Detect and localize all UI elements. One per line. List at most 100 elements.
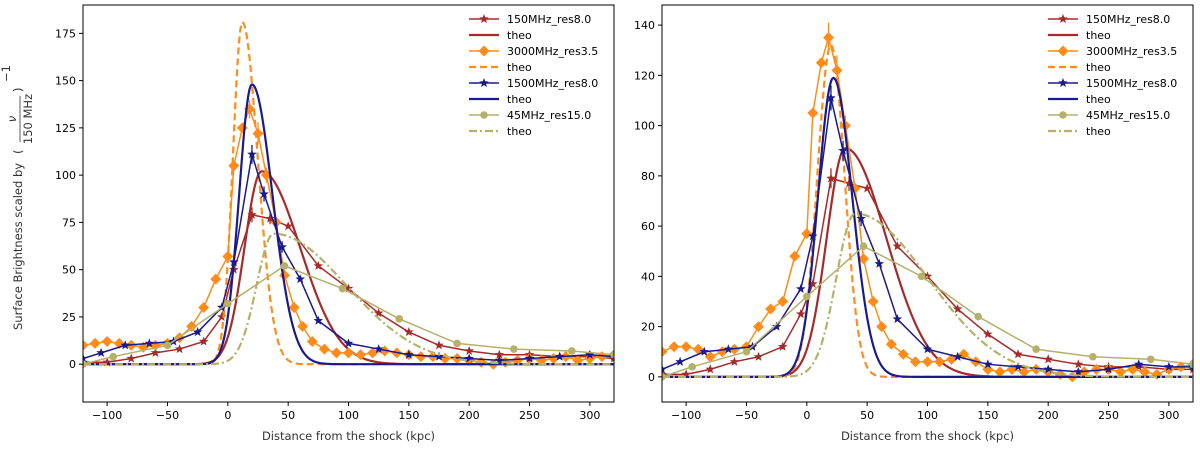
x-tick-label: 200 <box>1038 409 1059 422</box>
data-point <box>338 284 347 293</box>
data-point <box>217 311 227 321</box>
y-axis-label-close-paren: ) <box>11 88 25 93</box>
legend-marker <box>479 14 489 24</box>
data-line <box>662 177 1193 376</box>
data-point <box>1189 360 1193 369</box>
y-tick-label: 0 <box>69 358 76 371</box>
data-point <box>453 339 461 348</box>
data-point <box>83 339 89 351</box>
data-point <box>808 278 818 288</box>
x-tick-label: 150 <box>398 409 419 422</box>
data-point <box>89 337 101 349</box>
data-point <box>897 348 909 360</box>
theo-line <box>662 76 1193 378</box>
data-point <box>494 349 505 359</box>
data-point <box>464 353 474 363</box>
data-point <box>1073 366 1084 376</box>
data-point <box>288 301 300 313</box>
y-tick-label: 75 <box>62 216 76 229</box>
data-point <box>584 353 596 365</box>
data-point <box>803 292 811 301</box>
data-point <box>224 299 232 308</box>
plot-area <box>662 22 1193 383</box>
data-point <box>434 351 444 361</box>
x-tick-label: −100 <box>92 409 122 422</box>
legend-marker <box>478 45 490 57</box>
legend-marker <box>1058 78 1068 88</box>
data-point <box>367 347 379 359</box>
data-point <box>144 338 155 348</box>
theo-line <box>662 147 1193 378</box>
data-point <box>373 308 384 318</box>
data-point <box>892 314 903 324</box>
x-tick-label: 300 <box>579 409 600 422</box>
data-point <box>96 347 106 357</box>
data-point <box>867 295 879 307</box>
data-point <box>688 363 696 371</box>
data-point <box>126 353 137 363</box>
data-point <box>228 160 240 172</box>
legend-label: 1500MHz_res8.0 <box>1086 77 1177 90</box>
data-line <box>83 154 614 362</box>
data-point <box>1115 366 1127 378</box>
data-point <box>922 356 933 368</box>
data-point <box>823 32 835 44</box>
x-tick-label: 100 <box>917 409 938 422</box>
data-point <box>801 228 813 240</box>
data-point <box>692 343 704 355</box>
data-point <box>1090 363 1102 375</box>
data-point <box>186 320 198 332</box>
data-point <box>1073 359 1084 369</box>
data-point <box>983 329 993 339</box>
data-point <box>838 145 848 155</box>
x-tick-label: 50 <box>860 409 874 422</box>
legend-label: 45MHz_res15.0 <box>1086 109 1170 122</box>
legend-label: theo <box>507 29 532 42</box>
data-point <box>675 356 685 366</box>
y-tick-label: 100 <box>634 120 655 133</box>
data-point <box>1043 354 1053 364</box>
data-point <box>826 173 836 183</box>
data-point <box>922 344 933 354</box>
data-point <box>404 349 414 359</box>
y-tick-label: 125 <box>55 122 76 135</box>
data-point <box>934 356 946 368</box>
theo-line <box>83 20 614 366</box>
data-point <box>668 341 680 353</box>
data-point <box>1103 364 1114 374</box>
data-point <box>259 189 269 199</box>
y-axis-label-denominator: 150 MHz <box>21 94 35 144</box>
plot-frame <box>661 4 1194 403</box>
data-point <box>318 343 330 355</box>
y-tick-label: 120 <box>634 69 655 82</box>
legend-marker <box>1057 45 1069 57</box>
data-point <box>1032 345 1040 354</box>
data-point <box>680 341 692 353</box>
data-point <box>585 349 595 359</box>
x-tick-label: −100 <box>671 409 701 422</box>
data-point <box>313 260 324 270</box>
x-tick-label: 0 <box>803 409 810 422</box>
legend-label: 3000MHz_res3.5 <box>1086 45 1177 58</box>
legend-label: theo <box>507 125 532 138</box>
y-axis-label-group: Surface Brightness scaled by ( ν 150 MHz… <box>0 65 35 330</box>
y-tick-label: 50 <box>62 264 76 277</box>
data-point <box>343 283 354 293</box>
y-tick-label: 0 <box>648 371 655 384</box>
data-point <box>704 351 716 363</box>
data-point <box>862 183 872 193</box>
data-point <box>198 301 210 313</box>
data-point <box>983 359 993 369</box>
data-point <box>415 351 427 363</box>
series-45MHz_res15.0 <box>662 242 1193 381</box>
theo-line <box>83 232 614 366</box>
legend-label: theo <box>1086 93 1111 106</box>
data-point <box>771 321 782 331</box>
theo-line <box>83 170 614 366</box>
data-line <box>83 106 614 365</box>
data-point <box>236 122 248 134</box>
data-point <box>994 366 1006 378</box>
y-tick-label: 25 <box>62 311 76 324</box>
data-point <box>373 344 384 354</box>
data-point <box>1146 355 1155 364</box>
